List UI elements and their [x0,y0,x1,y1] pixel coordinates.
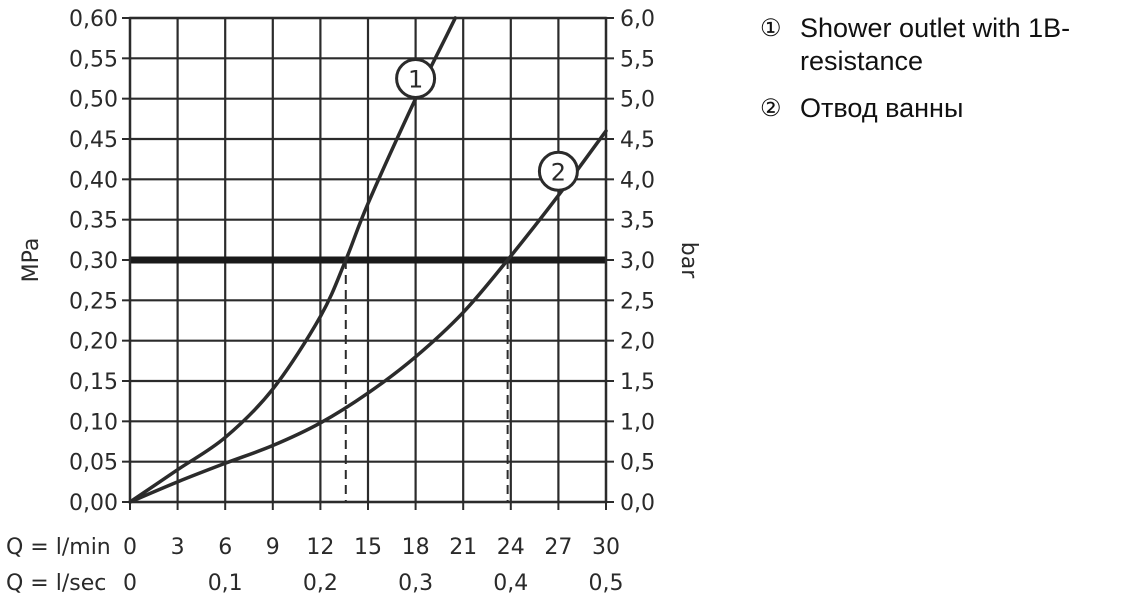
x-tick-label-lmin: 21 [449,535,477,560]
y-tick-label-left: 0,45 [69,128,118,153]
legend-text-2: Отвод ванны [800,93,964,123]
y-tick-label-right: 0,0 [620,491,655,516]
x-tick-label-lsec: 0,5 [589,571,624,596]
y-tick-label-right: 4,5 [620,128,655,153]
x-tick-label-lmin: 27 [544,535,572,560]
y-tick-label-right: 5,0 [620,88,655,113]
x-tick-label-lmin: 0 [123,535,137,560]
x-tick-label-lsec: 0,2 [303,571,338,596]
chart-grid [122,16,614,510]
legend-text-1: Shower outlet with 1B-resistance [800,13,1071,76]
y-tick-label-left: 0,15 [69,370,118,395]
legend-marker-1: ① [760,15,782,42]
axis-labels: 0,00 0,00,05 0,50,10 1,00,15 1,50,20 2,00,25 2… [6,7,701,596]
x-tick-label-lmin: 30 [592,535,620,560]
y-tick-label-right: 2,5 [620,289,655,314]
series-marker-label-2: 2 [551,158,566,186]
series-line-2 [128,129,608,504]
x-tick-label-lmin: 18 [402,535,430,560]
y-axis-label-left: MPa [19,238,44,283]
series-marker-circle-1 [395,58,437,99]
y-tick-label-left: 0,30 [69,249,118,274]
x-tick-label-lsec: 0,3 [398,571,433,596]
y-axis-label-right: bar [676,242,701,279]
x-tick-label-lmin: 24 [497,535,525,560]
y-tick-label-left: 0,25 [69,289,118,314]
chart-frame [128,16,608,504]
x-axis-label-lsec: Q = l/sec [6,571,106,596]
y-tick-label-left: 0,50 [69,88,118,113]
y-tick-label-right: 4,0 [620,168,655,193]
y-tick-label-right: 1,5 [620,370,655,395]
x-tick-label-lsec: 0,4 [493,571,528,596]
legend-item-1: ① Shower outlet with 1B-resistance [760,12,1120,78]
y-tick-label-left: 0,20 [69,330,118,355]
y-tick-label-right: 3,5 [620,209,655,234]
x-tick-label-lmin: 3 [171,535,185,560]
x-tick-label-lsec: 0 [123,571,137,596]
plot-border [128,16,608,504]
x-tick-label-lmin: 12 [306,535,334,560]
y-tick-label-left: 0,35 [69,209,118,234]
series-marker-label-1: 1 [408,66,423,94]
legend-item-2: ② Отвод ванны [760,92,1120,125]
legend: ① Shower outlet with 1B-resistance ② Отв… [760,12,1120,139]
reference-line-group [130,256,606,502]
y-tick-label-left: 0,00 [69,491,118,516]
series-group: 12 [128,16,608,504]
y-tick-label-left: 0,05 [69,451,118,476]
x-axis-label-lmin: Q = l/min [6,535,111,560]
y-tick-label-right: 3,0 [620,249,655,274]
legend-marker-2: ② [760,95,782,122]
y-tick-label-left: 0,55 [69,47,118,72]
y-tick-label-right: 0,5 [620,451,655,476]
y-tick-label-right: 5,5 [620,47,655,72]
x-tick-label-lmin: 9 [266,535,280,560]
y-tick-label-left: 0,10 [69,410,118,435]
x-tick-label-lmin: 15 [354,535,382,560]
y-tick-label-left: 0,60 [69,7,118,32]
x-tick-label-lmin: 6 [218,535,232,560]
y-tick-label-right: 1,0 [620,410,655,435]
series-marker-circle-2 [537,150,579,192]
y-tick-label-right: 2,0 [620,330,655,355]
y-tick-label-right: 6,0 [620,7,655,32]
y-tick-label-left: 0,40 [69,168,118,193]
x-tick-label-lsec: 0,1 [208,571,243,596]
